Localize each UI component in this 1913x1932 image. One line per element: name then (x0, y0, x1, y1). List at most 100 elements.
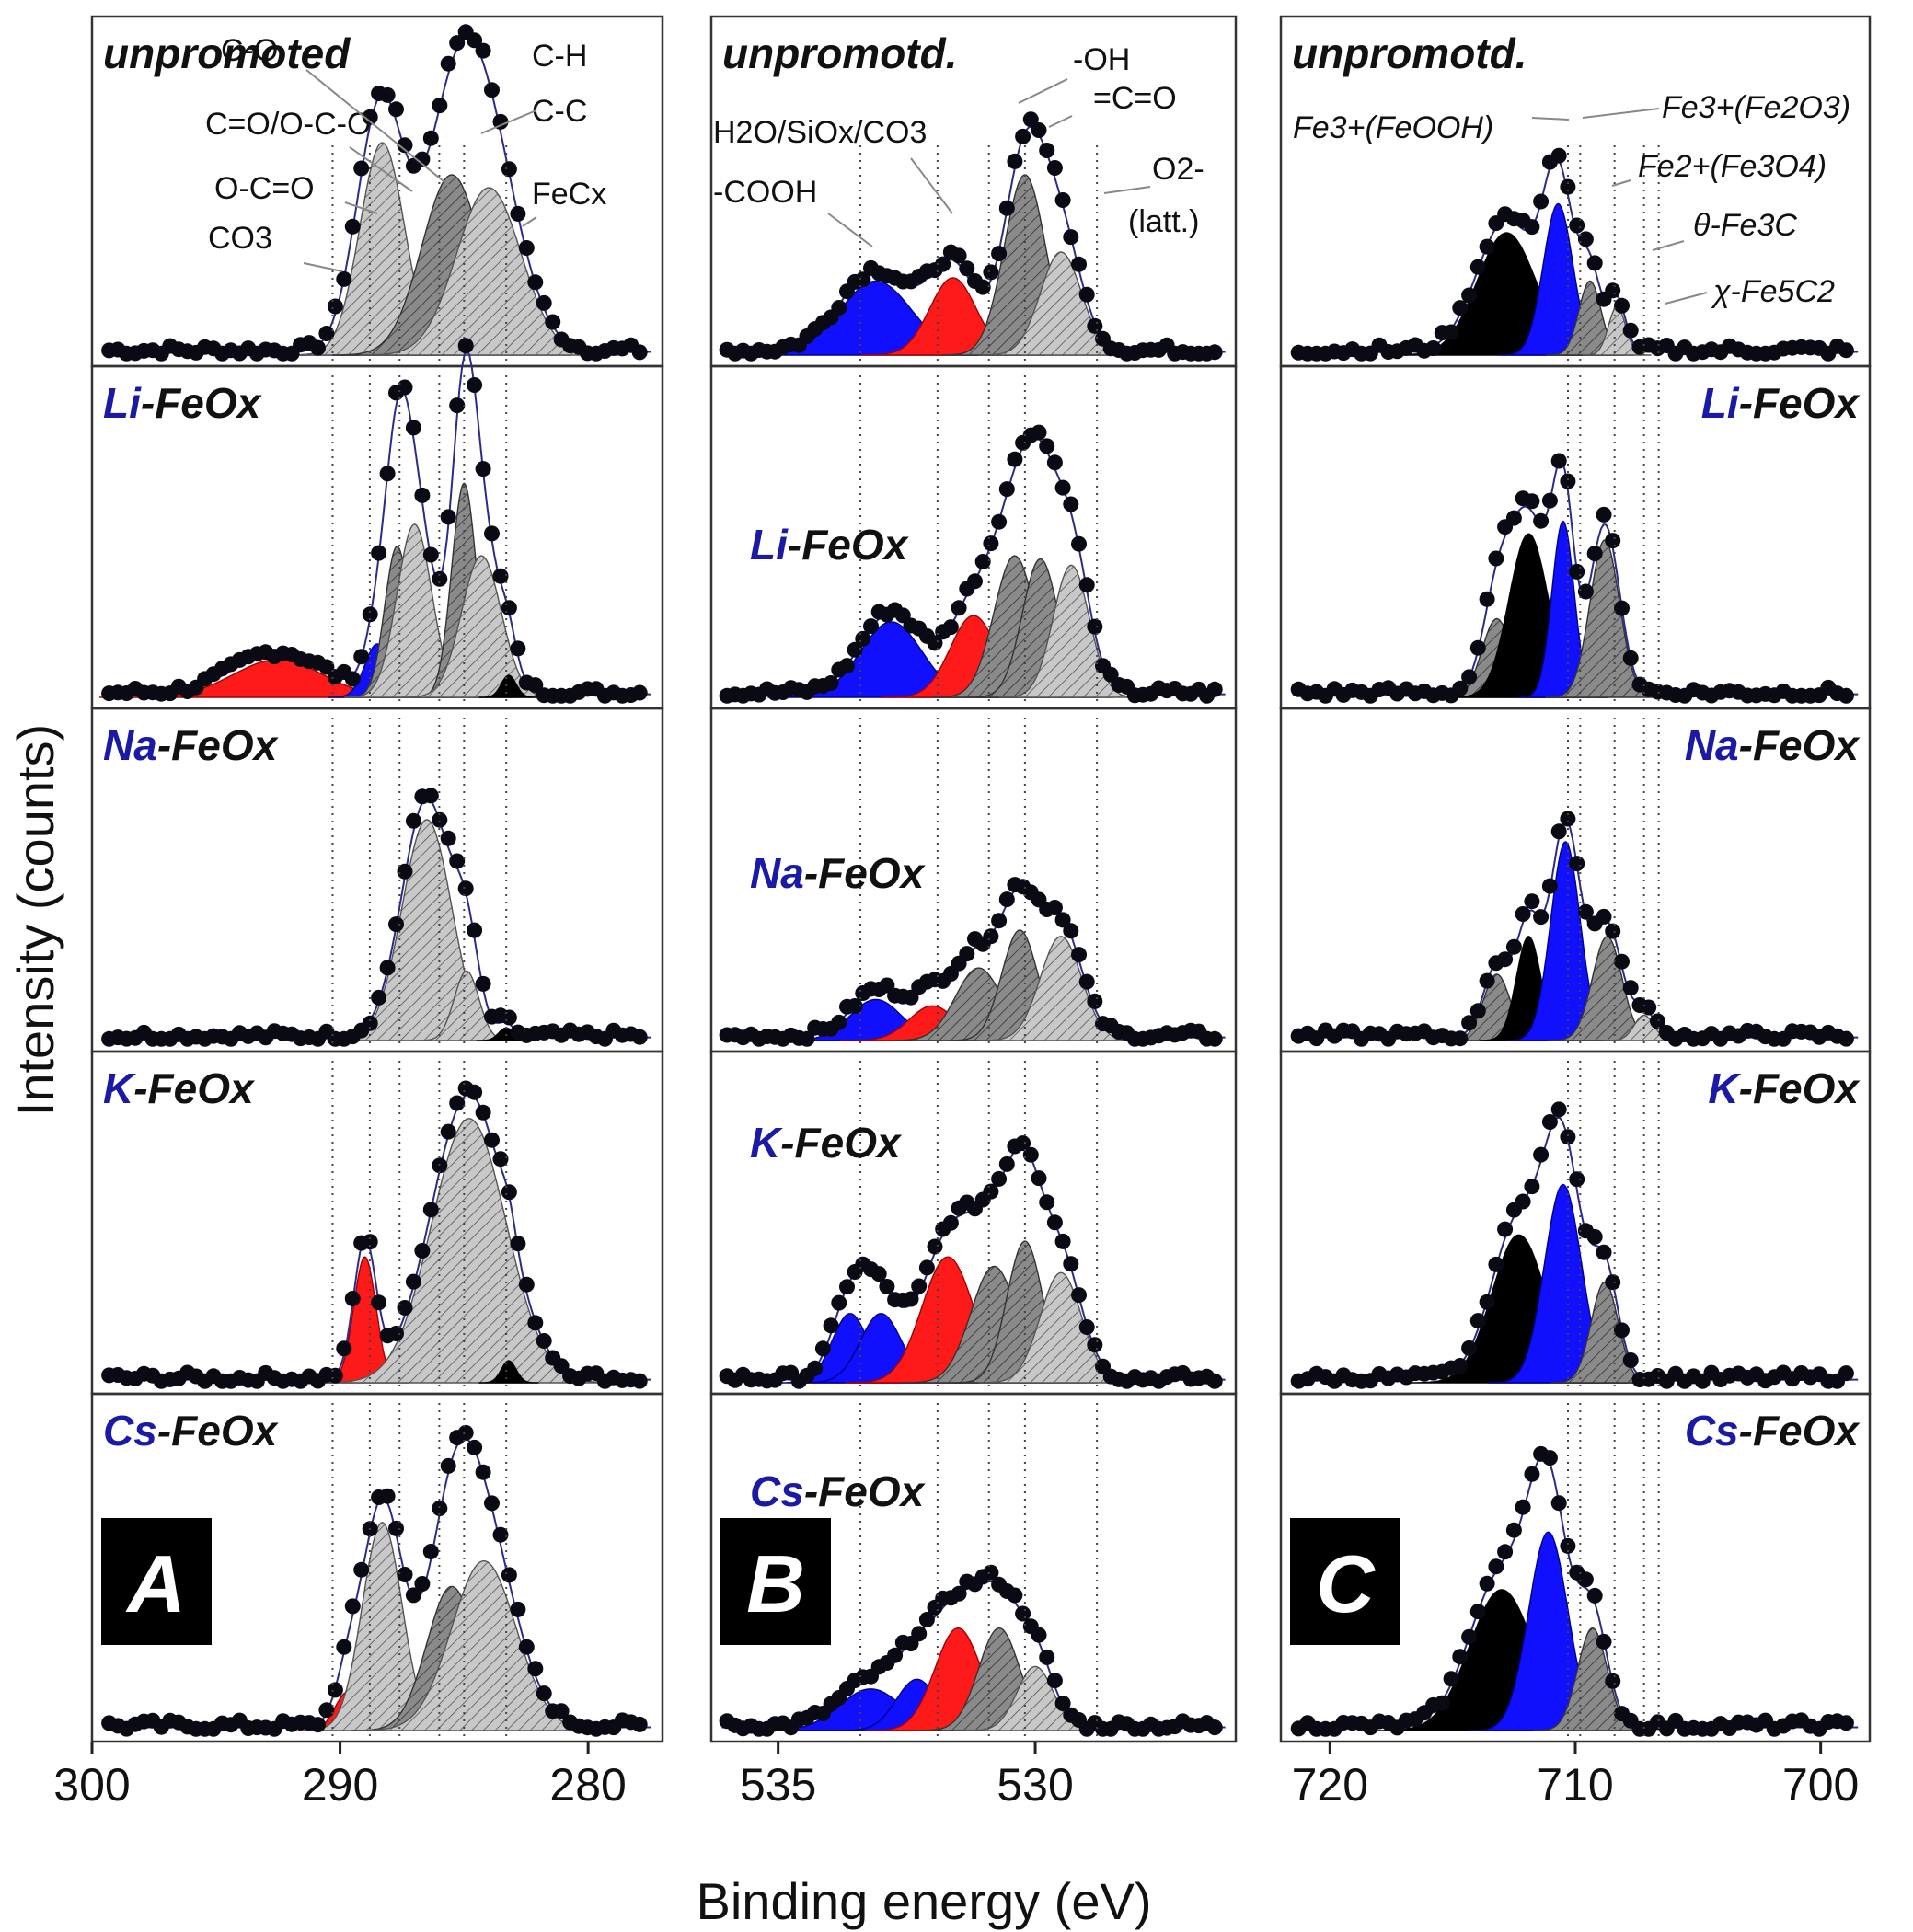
label-c-o: C-O (221, 33, 278, 68)
data-point (951, 1585, 967, 1602)
data-point (1022, 111, 1039, 128)
row-label-suffix: -FeOx (788, 521, 910, 569)
data-point (475, 1464, 491, 1480)
data-point (1087, 618, 1103, 635)
data-point (1550, 453, 1567, 469)
panel-letter-a: A (101, 1518, 212, 1645)
data-point (1461, 1340, 1478, 1356)
data-point (991, 246, 1008, 262)
row-label-suffix: unpromotd. (722, 29, 958, 77)
data-point (440, 830, 456, 846)
data-point (414, 151, 431, 167)
data-point (1550, 1101, 1567, 1118)
data-point (1087, 317, 1103, 334)
data-point (1063, 229, 1079, 246)
data-point (484, 82, 500, 98)
data-point (1596, 506, 1612, 523)
data-point (327, 298, 343, 315)
data-point (1063, 1256, 1079, 1272)
data-point (1577, 231, 1594, 247)
data-point (449, 853, 466, 869)
data-point (310, 339, 326, 356)
label-fe3-feooh: Fe3+(FeOOH) (1293, 110, 1493, 145)
data-point (1022, 1146, 1039, 1163)
data-point (1046, 900, 1063, 915)
data-point (903, 1291, 919, 1307)
panel-B-x-axis: 535 530 (740, 1742, 1074, 1811)
data-point (1560, 178, 1576, 195)
data-point (518, 1639, 535, 1655)
panel-letter-b-text: B (746, 1538, 805, 1629)
panel-A-row-5: Cs-FeOx (90, 1392, 664, 1743)
row-label: K-FeOx (1708, 1064, 1861, 1112)
data-point (1586, 1228, 1603, 1245)
row-label: Na-FeOx (103, 721, 280, 769)
data-point (1443, 324, 1459, 340)
row-label-element: Na (103, 721, 157, 769)
data-point (475, 1104, 491, 1121)
data-point (432, 570, 448, 587)
row-label: unpromotd. (722, 29, 958, 77)
data-point (379, 960, 396, 976)
data-point (467, 32, 483, 49)
row-label: Na-FeOx (750, 849, 927, 897)
data-point (855, 630, 871, 647)
data-point (942, 1214, 959, 1231)
panel-C-row-3: Na-FeOx (1279, 707, 1872, 1053)
data-point (310, 1717, 326, 1733)
data-point (1614, 1322, 1630, 1339)
row-label: Cs-FeOx (750, 1467, 927, 1515)
row-label: unpromoted (103, 29, 351, 77)
data-point (1524, 1179, 1540, 1195)
data-point (1569, 856, 1585, 872)
data-point (440, 1457, 456, 1474)
data-point (414, 1576, 431, 1592)
data-point (1505, 938, 1522, 955)
data-point (1015, 1135, 1031, 1152)
row-label-element: Cs (103, 1407, 157, 1455)
data-point (440, 1123, 456, 1140)
data-point (1569, 217, 1585, 234)
data-point (1622, 980, 1639, 996)
data-point (823, 675, 839, 691)
row-label-element: Na (1685, 721, 1739, 769)
data-point (518, 1276, 535, 1293)
data-point (1605, 533, 1621, 549)
data-point (1461, 1015, 1478, 1031)
label-oh: -OH (1073, 42, 1130, 77)
data-point (983, 928, 999, 945)
data-point (1541, 1450, 1558, 1466)
data-point (457, 1424, 474, 1441)
data-point (983, 1564, 999, 1581)
data-point (814, 1340, 831, 1357)
data-point (1605, 1673, 1621, 1689)
data-point (1469, 1313, 1486, 1329)
data-point (379, 1488, 396, 1504)
data-point (344, 1291, 361, 1306)
panel-b-annotations: -OH =C=O O2- (latt.) H2O/SiOx/CO3 -COOH (713, 42, 1204, 239)
data-point (1533, 193, 1550, 210)
data-point (362, 1015, 378, 1031)
data-point (1560, 473, 1576, 489)
x-tick-label: 700 (1782, 1759, 1859, 1811)
data-point (1479, 238, 1495, 255)
panel-B-row-1: unpromotd. (709, 15, 1238, 368)
data-point (440, 55, 456, 72)
data-point (918, 1612, 935, 1627)
data-point (432, 811, 448, 828)
data-point (414, 1243, 431, 1259)
label-cooh: -COOH (713, 175, 817, 210)
data-point (1206, 344, 1223, 361)
data-point (1524, 893, 1540, 910)
data-point (353, 649, 370, 665)
data-point (1071, 256, 1087, 272)
data-point (1596, 1244, 1612, 1260)
data-point (1031, 1170, 1047, 1187)
data-point (1479, 972, 1495, 989)
data-point (1452, 1358, 1469, 1374)
data-point (362, 606, 378, 623)
data-point (1078, 973, 1095, 990)
data-point (501, 1184, 517, 1201)
data-point (371, 545, 387, 561)
data-point (1087, 1337, 1103, 1353)
